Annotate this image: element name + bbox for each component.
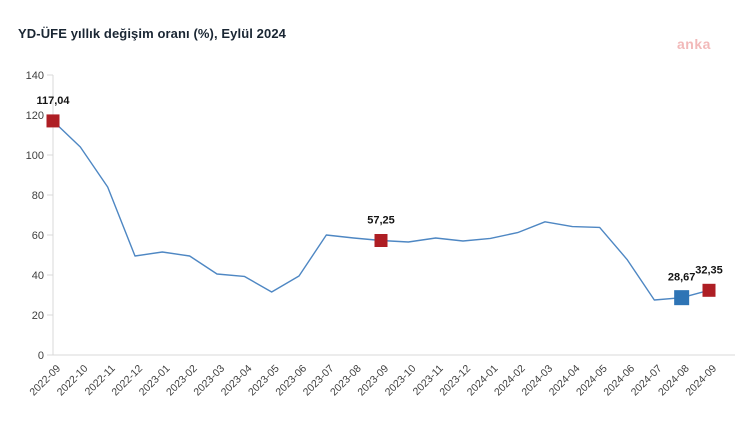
data-point-marker <box>374 234 388 247</box>
y-tick-label: 100 <box>26 150 44 162</box>
data-point-marker <box>674 290 690 306</box>
data-point-label: 117,04 <box>36 95 70 107</box>
data-point-marker <box>46 114 60 128</box>
x-tick-label: 2024-09 <box>683 363 719 399</box>
anka-watermark: anka <box>677 36 711 52</box>
data-point-label: 32,35 <box>695 264 723 276</box>
y-tick-label: 0 <box>38 350 44 362</box>
y-tick-label: 60 <box>32 230 44 242</box>
data-point-marker <box>702 283 716 297</box>
y-tick-label: 120 <box>26 110 44 122</box>
y-tick-label: 140 <box>26 70 44 82</box>
data-point-label: 57,25 <box>367 215 395 227</box>
data-line <box>52 120 710 301</box>
y-tick-label: 80 <box>32 190 44 202</box>
y-tick-label: 20 <box>32 310 44 322</box>
data-point-label: 28,67 <box>668 272 696 284</box>
chart-title: YD-ÜFE yıllık değişim oranı (%), Eylül 2… <box>18 26 286 41</box>
y-tick-label: 40 <box>32 270 44 282</box>
